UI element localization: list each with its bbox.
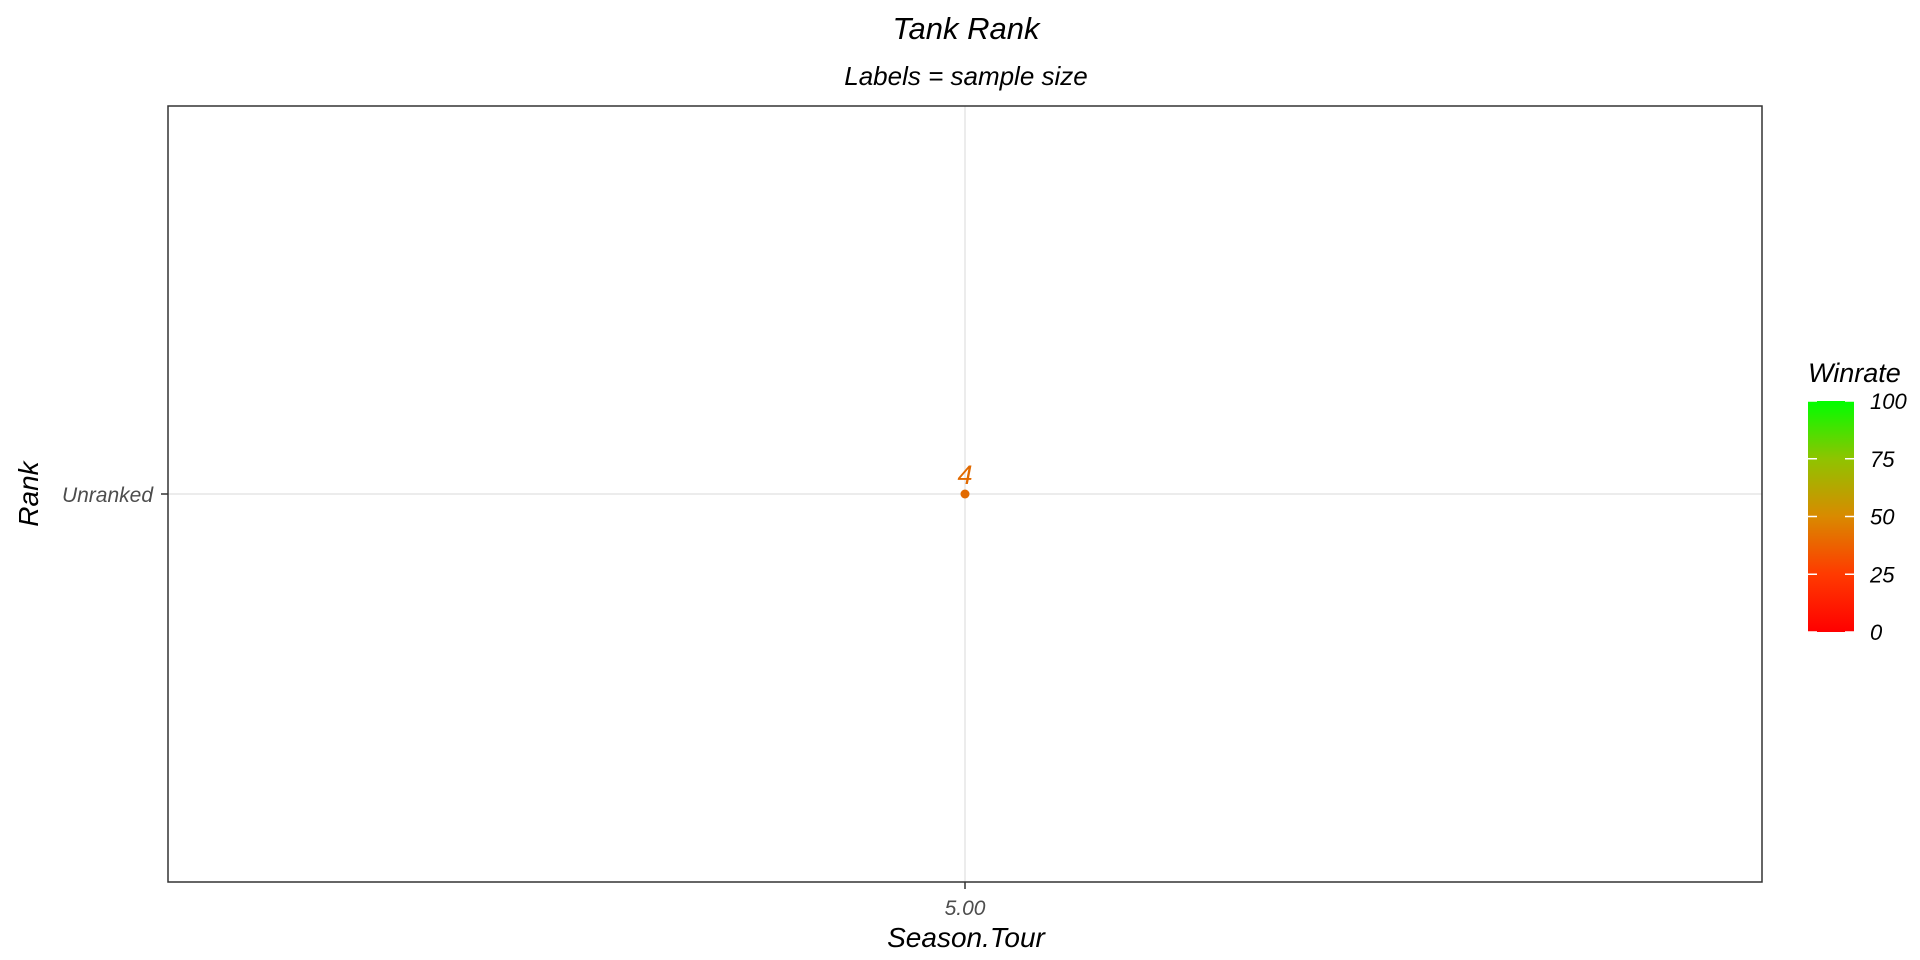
data-points: 4 — [957, 460, 973, 499]
winrate-legend: Winrate 100 75 50 25 0 — [1808, 358, 1907, 645]
legend-tick-label: 100 — [1870, 389, 1907, 414]
legend-tick-label: 25 — [1869, 562, 1895, 587]
legend-title: Winrate — [1808, 358, 1901, 388]
x-axis-title: Season.Tour — [887, 922, 1046, 953]
x-tick-label: 5.00 — [945, 897, 986, 920]
legend-tick-label: 50 — [1870, 505, 1895, 530]
data-point — [960, 489, 970, 499]
legend-ticks: 100 75 50 25 0 — [1808, 389, 1907, 645]
y-tick-label: Unranked — [62, 484, 154, 507]
axes: 5.00 Unranked — [62, 484, 986, 920]
data-point-label: 4 — [957, 460, 972, 490]
chart-subtitle: Labels = sample size — [844, 61, 1088, 91]
legend-tick-label: 75 — [1870, 447, 1895, 472]
chart-title: Tank Rank — [892, 11, 1041, 46]
y-axis-title: Rank — [13, 459, 44, 526]
legend-tick-label: 0 — [1870, 620, 1883, 645]
